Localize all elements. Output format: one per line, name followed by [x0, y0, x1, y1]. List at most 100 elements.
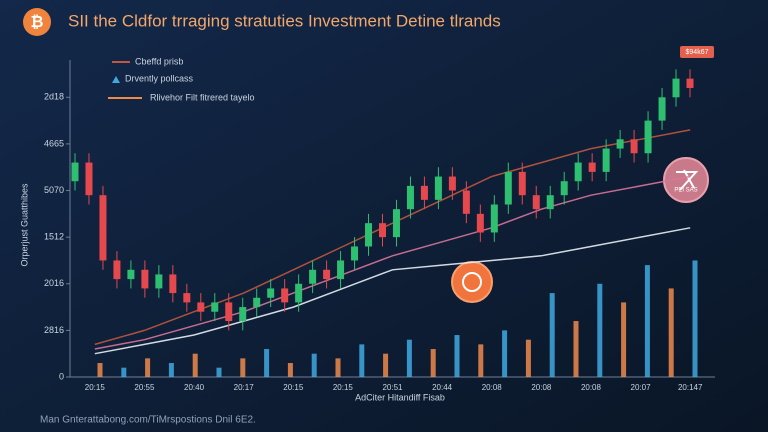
x-tick-label: 20:44	[432, 383, 453, 392]
candle-body	[448, 176, 456, 191]
volume-bar	[216, 367, 222, 377]
candle-body	[602, 148, 610, 172]
volume-bar	[668, 288, 674, 377]
candle-body	[518, 171, 526, 196]
volume-bar	[168, 363, 174, 377]
bitcoin-symbol: ₿	[30, 13, 43, 31]
volume-bar	[335, 358, 341, 377]
x-tick-label: 20:17	[234, 383, 255, 392]
candle-body	[560, 181, 568, 196]
volume-bar	[549, 293, 555, 377]
coin-icon	[451, 261, 493, 303]
token-icon	[663, 157, 709, 203]
candle-body	[658, 97, 666, 121]
volume-bar	[478, 344, 484, 377]
candle-body	[574, 162, 582, 182]
volume-bar	[597, 283, 603, 377]
candle-body	[365, 223, 373, 247]
candle-body	[532, 195, 540, 210]
candle-body	[490, 204, 498, 233]
candle-body	[99, 195, 107, 261]
x-tick-label: 20:08	[581, 383, 602, 392]
series-line	[94, 175, 691, 350]
legend-swatch	[112, 76, 120, 83]
candle-body	[71, 162, 79, 182]
volume-bar	[145, 358, 151, 377]
candle-body	[351, 246, 359, 261]
x-tick-label: 20:15	[283, 383, 304, 392]
candle-body	[406, 185, 414, 210]
x-axis-title: AdCiter Hitandiff Fisab	[355, 392, 445, 402]
candle-body	[476, 213, 484, 233]
y-tick-label: 5070	[44, 185, 64, 195]
candle-body	[267, 288, 275, 298]
candle-body	[183, 293, 191, 303]
bitcoin-icon	[23, 8, 51, 36]
volume-bar	[264, 349, 270, 377]
candle-body	[323, 269, 331, 280]
candle-body	[672, 78, 680, 98]
coin-glyph	[462, 272, 482, 292]
volume-bar	[621, 302, 627, 377]
footer: Man Gnterattabong.com/TiMrspostions Dnil…	[40, 415, 256, 426]
x-tick-label: 20:147	[678, 383, 703, 392]
candle-body	[379, 223, 386, 238]
volume-bar	[359, 344, 365, 377]
y-tick-label: 0	[59, 371, 64, 381]
candle-body	[630, 139, 638, 154]
candle-body	[281, 288, 289, 303]
volume-bar	[692, 260, 698, 377]
candle-body	[169, 274, 177, 294]
x-tick-label: 20:55	[134, 383, 155, 392]
candle-body	[127, 269, 135, 280]
x-tick-label: 20:08	[531, 383, 552, 392]
volume-bar	[525, 339, 531, 377]
series-line	[94, 129, 691, 346]
candle-body	[225, 302, 233, 322]
y-tick-label: 2016	[44, 278, 64, 288]
volume-bar	[502, 330, 508, 377]
x-tick-label: 20:51	[382, 383, 403, 392]
y-axis-title: Orperjust Guatthibes	[19, 183, 29, 267]
x-tick-label: 20:15	[333, 383, 354, 392]
candle-body	[420, 185, 428, 200]
volume-bar	[430, 349, 436, 377]
candle-body	[588, 162, 596, 172]
candle-body	[197, 302, 205, 312]
candle-body	[211, 302, 219, 312]
candle-body	[462, 190, 470, 214]
candle-body	[392, 209, 400, 238]
volume-bar	[383, 353, 389, 377]
price-badge-label: $94k67	[686, 49, 709, 56]
token-label: PEI SAS	[674, 188, 697, 194]
x-tick-label: 20:08	[482, 383, 503, 392]
candle-body	[141, 269, 149, 289]
candle-body	[616, 139, 624, 149]
x-tick-label: 20:07	[631, 383, 652, 392]
candle-body	[434, 176, 442, 200]
y-tick-label: 1512	[44, 232, 64, 242]
legend-label: Rlivehor Filt fitrered tayelo	[150, 92, 255, 102]
volume-bar	[121, 367, 127, 377]
volume-bar	[192, 353, 198, 377]
volume-bar	[240, 358, 246, 377]
candle-body	[546, 195, 554, 210]
candle-body	[295, 283, 303, 303]
y-tick-label: 2d18	[44, 92, 64, 102]
volume-bar	[311, 353, 317, 377]
token-glyph	[676, 169, 699, 191]
volume-bar	[287, 363, 293, 377]
candle-body	[239, 307, 247, 322]
candle-body	[504, 171, 512, 205]
candle-body	[644, 120, 652, 154]
y-tick-label: 4665	[44, 138, 64, 148]
y-tick-label: 2816	[44, 325, 64, 335]
x-tick-label: 20:15	[85, 383, 106, 392]
legend-label: Cbeffd prisb	[135, 56, 183, 66]
candle-body	[155, 274, 163, 289]
volume-bar	[573, 321, 579, 377]
volume-bar	[97, 363, 103, 377]
candle-body	[85, 162, 93, 196]
candle-body	[337, 260, 345, 280]
